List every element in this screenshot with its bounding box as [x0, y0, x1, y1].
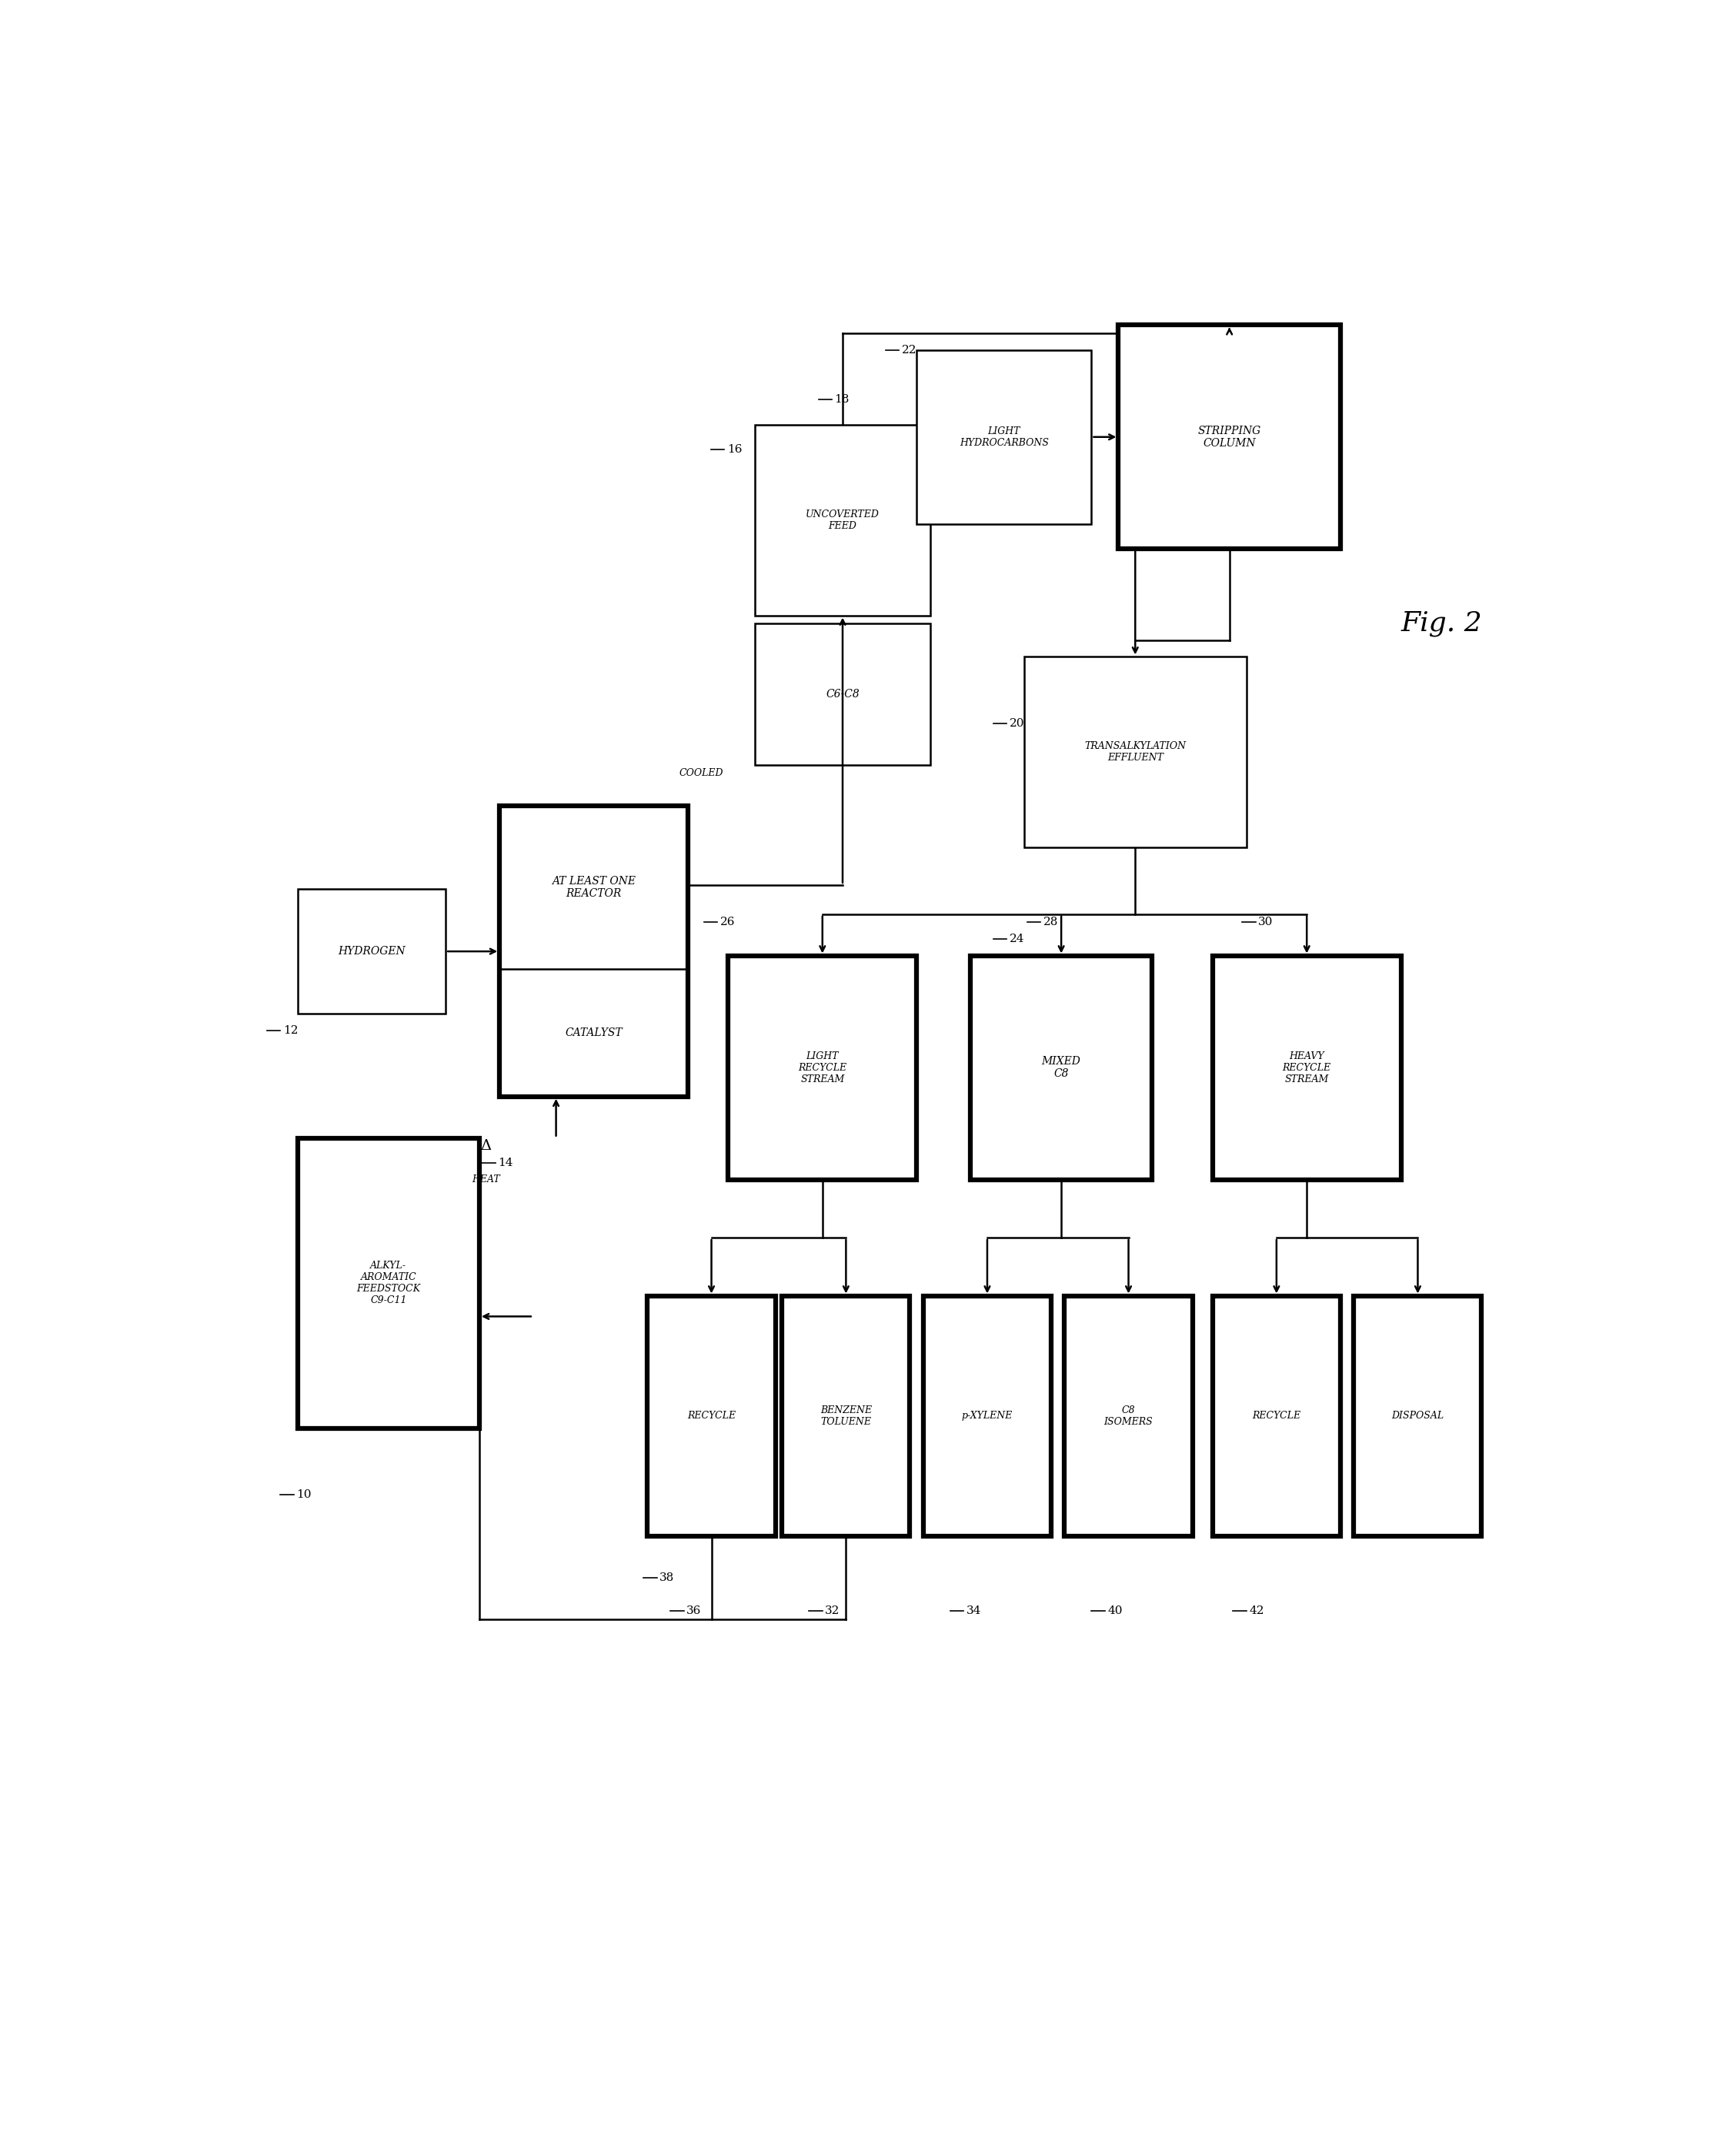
Bar [729, 955, 917, 1179]
Text: 18: 18 [835, 394, 849, 405]
Bar [917, 349, 1092, 524]
Text: 30: 30 [1259, 918, 1272, 927]
Text: 36: 36 [686, 1605, 701, 1616]
Text: RECYCLE: RECYCLE [1252, 1412, 1300, 1420]
Text: 26: 26 [720, 918, 734, 927]
Text: 42: 42 [1248, 1605, 1264, 1616]
Text: C8
ISOMERS: C8 ISOMERS [1104, 1405, 1153, 1427]
Text: C6-C8: C6-C8 [826, 690, 859, 700]
Text: 32: 32 [825, 1605, 840, 1616]
Bar [781, 1295, 910, 1537]
Text: COOLED: COOLED [679, 767, 724, 778]
Text: CATALYST: CATALYST [564, 1028, 623, 1039]
Text: RECYCLE: RECYCLE [687, 1412, 736, 1420]
Text: 16: 16 [727, 444, 741, 455]
Bar [1064, 1295, 1193, 1537]
Bar [755, 623, 930, 765]
Bar [1212, 1295, 1340, 1537]
Text: 22: 22 [901, 345, 917, 356]
Text: 24: 24 [1009, 933, 1024, 944]
Text: HEAT: HEAT [472, 1174, 500, 1185]
Text: AT LEAST ONE
REACTOR: AT LEAST ONE REACTOR [552, 875, 635, 899]
Text: 14: 14 [498, 1157, 514, 1168]
Text: TRANSALKYLATION
EFFLUENT: TRANSALKYLATION EFFLUENT [1085, 741, 1186, 763]
Bar [1118, 325, 1340, 550]
Bar [648, 1295, 776, 1537]
Text: UNCOVERTED
FEED: UNCOVERTED FEED [806, 509, 880, 530]
Bar [1354, 1295, 1483, 1537]
Text: HEAVY
RECYCLE
STREAM: HEAVY RECYCLE STREAM [1283, 1052, 1332, 1084]
Bar [500, 806, 687, 1097]
Text: 38: 38 [660, 1573, 675, 1584]
Text: ALKYL-
AROMATIC
FEEDSTOCK
C9-C11: ALKYL- AROMATIC FEEDSTOCK C9-C11 [356, 1261, 420, 1306]
Text: STRIPPING
COLUMN: STRIPPING COLUMN [1198, 425, 1260, 448]
Text: HYDROGEN: HYDROGEN [339, 946, 406, 957]
Text: MIXED
C8: MIXED C8 [1042, 1056, 1082, 1080]
Bar [924, 1295, 1052, 1537]
Text: 12: 12 [283, 1026, 299, 1037]
Bar [970, 955, 1153, 1179]
Bar [1212, 955, 1401, 1179]
Text: LIGHT
RECYCLE
STREAM: LIGHT RECYCLE STREAM [799, 1052, 847, 1084]
Text: BENZENE
TOLUENE: BENZENE TOLUENE [819, 1405, 871, 1427]
Text: 20: 20 [1009, 718, 1024, 728]
Text: Fig. 2: Fig. 2 [1401, 610, 1483, 636]
Text: 40: 40 [1108, 1605, 1123, 1616]
Text: 10: 10 [297, 1489, 311, 1500]
Text: p-XYLENE: p-XYLENE [962, 1412, 1012, 1420]
Bar [299, 1138, 479, 1429]
Bar [755, 425, 930, 616]
Text: Δ: Δ [481, 1140, 491, 1153]
Text: DISPOSAL: DISPOSAL [1392, 1412, 1444, 1420]
Text: 34: 34 [967, 1605, 981, 1616]
Text: LIGHT
HYDROCARBONS: LIGHT HYDROCARBONS [960, 427, 1049, 448]
Bar [1024, 657, 1246, 847]
Text: 28: 28 [1043, 918, 1057, 927]
Bar [299, 890, 446, 1013]
